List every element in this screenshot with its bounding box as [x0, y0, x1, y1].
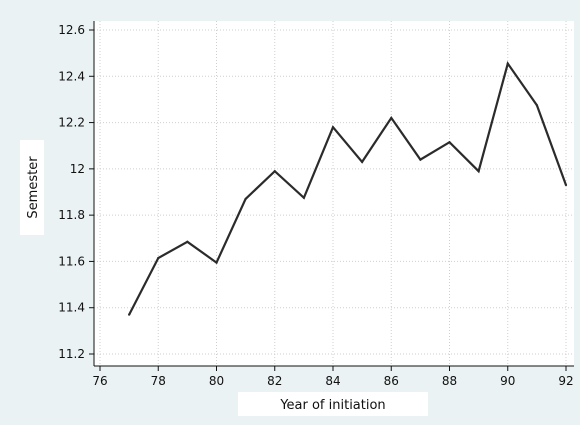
x-tick-label: 80	[209, 374, 224, 388]
data-point	[157, 256, 160, 260]
y-tick-label: 11.6	[58, 254, 85, 268]
x-tick-label: 84	[325, 374, 340, 388]
data-point	[477, 170, 480, 173]
x-tick-label: 78	[151, 374, 166, 388]
data-point	[302, 196, 305, 199]
tick-labels: 76 78 80 82 84 86 88 90 92 11.2 11.4 11.6 11.8 12 12.2…	[58, 23, 573, 388]
axes	[89, 21, 574, 371]
series-line	[128, 61, 568, 316]
data-point	[564, 183, 568, 187]
data-point	[331, 126, 335, 129]
data-point	[419, 158, 422, 161]
y-tick-label: 12	[70, 162, 85, 176]
data-point	[390, 116, 393, 120]
y-tick-label: 11.8	[58, 208, 85, 222]
x-tick-label: 88	[442, 374, 457, 388]
y-tick-label: 11.4	[58, 301, 85, 315]
data-point	[186, 240, 189, 243]
y-tick-label: 12.6	[58, 23, 85, 37]
series-layer	[128, 61, 568, 316]
data-point	[506, 62, 509, 65]
x-tick-label: 90	[500, 374, 515, 388]
data-point	[448, 141, 451, 144]
grid-lines	[94, 21, 574, 366]
x-tick-label: 82	[267, 374, 282, 388]
x-axis-title-box	[238, 392, 428, 416]
data-point	[361, 160, 364, 164]
x-axis-title: Year of initiation	[279, 398, 385, 413]
y-axis-title: Semester	[26, 156, 41, 219]
data-point	[215, 261, 218, 264]
x-tick-label: 92	[558, 374, 573, 388]
y-tick-label: 12.2	[58, 116, 85, 130]
data-point	[128, 313, 131, 316]
y-tick-label: 12.4	[58, 69, 85, 83]
data-point	[244, 197, 247, 201]
plot-area	[94, 21, 574, 366]
y-axis-title-box	[20, 140, 44, 235]
data-point	[535, 104, 538, 107]
x-tick-label: 86	[384, 374, 399, 388]
y-tick-label: 11.2	[58, 347, 85, 361]
data-point	[273, 170, 276, 173]
x-tick-label: 76	[92, 374, 107, 388]
